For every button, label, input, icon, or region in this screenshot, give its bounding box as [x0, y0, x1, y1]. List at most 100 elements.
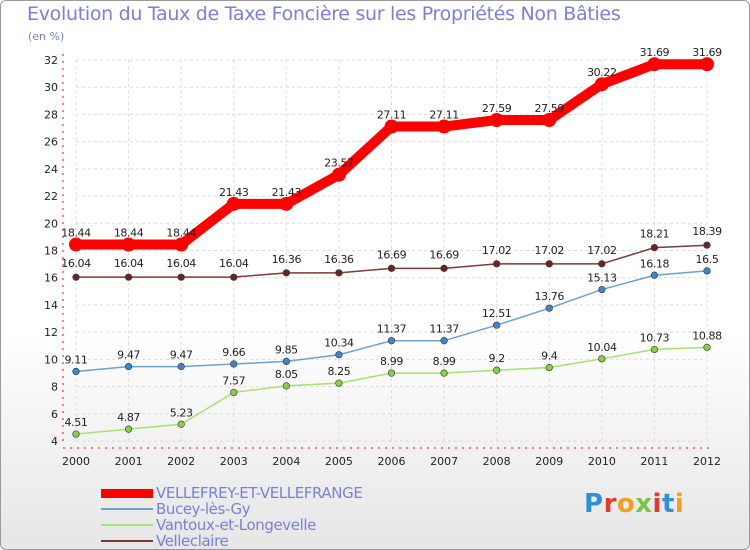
legend-item: VELLEFREY-ET-VELLEFRANGE — [101, 484, 431, 502]
data-point — [226, 196, 241, 211]
data-label: 5.23 — [170, 406, 193, 419]
data-point — [177, 362, 185, 371]
data-label: 11.37 — [377, 323, 407, 336]
data-point — [700, 57, 714, 72]
data-label: 9.4 — [541, 350, 558, 363]
data-point — [177, 420, 185, 428]
data-point — [72, 367, 80, 376]
data-point — [437, 119, 452, 134]
data-label: 8.99 — [433, 355, 456, 368]
legend-swatch — [101, 508, 153, 510]
data-point — [545, 363, 553, 372]
data-label: 16.04 — [166, 257, 196, 270]
legend-label: Velleclaire — [156, 532, 229, 550]
x-tick-label: 2006 — [378, 455, 406, 468]
data-label: 15.13 — [587, 272, 617, 285]
x-tick-label: 2009 — [535, 455, 563, 468]
data-point — [598, 285, 606, 294]
data-label: 31.69 — [640, 46, 670, 59]
data-label: 10.73 — [640, 331, 670, 344]
data-label: 16.36 — [272, 253, 302, 266]
data-label: 16.04 — [114, 257, 144, 270]
data-point — [598, 355, 606, 363]
data-label: 27.11 — [377, 109, 407, 122]
data-point — [174, 237, 189, 252]
data-point — [493, 260, 501, 268]
data-label: 8.05 — [275, 368, 298, 381]
data-label: 9.66 — [222, 346, 245, 359]
data-label: 9.11 — [65, 353, 88, 366]
y-tick-label: 6 — [51, 408, 58, 421]
data-label: 9.47 — [117, 349, 140, 362]
data-point — [387, 337, 396, 345]
data-label: 27.11 — [429, 109, 459, 122]
data-point — [331, 167, 346, 182]
data-label: 18.44 — [61, 227, 91, 240]
data-label: 21.43 — [219, 186, 249, 199]
data-point — [282, 269, 290, 277]
data-label: 16.69 — [429, 248, 459, 261]
y-tick-label: 26 — [44, 136, 58, 149]
y-axis-unit-label: (en %) — [28, 30, 65, 43]
data-label: 31.69 — [692, 46, 722, 59]
data-point — [703, 343, 711, 351]
data-label: 7.57 — [222, 374, 245, 387]
legend-item: Bucey-lès-Gy — [101, 500, 431, 518]
data-point — [282, 357, 290, 365]
data-point — [124, 273, 133, 281]
x-tick-label: 2007 — [430, 455, 458, 468]
x-tick-label: 2004 — [272, 455, 300, 468]
data-point — [282, 382, 290, 390]
y-tick-label: 14 — [44, 299, 58, 312]
data-point — [545, 304, 553, 312]
legend-swatch — [101, 524, 153, 526]
data-point — [440, 337, 448, 345]
y-tick-label: 4 — [51, 435, 58, 448]
data-point — [384, 119, 399, 134]
data-label: 4.87 — [117, 411, 140, 424]
data-label: 4.51 — [65, 416, 88, 429]
data-label: 9.85 — [275, 343, 298, 356]
data-point — [650, 244, 659, 252]
data-label: 16.04 — [61, 257, 91, 270]
data-label: 12.51 — [482, 307, 512, 320]
data-point — [230, 388, 238, 397]
y-tick-label: 20 — [44, 217, 58, 230]
x-tick-label: 2001 — [115, 455, 143, 468]
data-label: 9.2 — [489, 352, 505, 365]
data-point — [279, 196, 294, 211]
data-label: 10.34 — [324, 337, 354, 350]
x-tick-label: 2005 — [325, 455, 353, 468]
x-tick-label: 2011 — [640, 455, 668, 468]
data-point — [69, 237, 83, 252]
y-tick-label: 22 — [44, 190, 58, 203]
data-label: 27.59 — [482, 102, 512, 115]
data-point — [230, 360, 238, 368]
legend-label: Bucey-lès-Gy — [156, 500, 251, 518]
data-point — [650, 271, 659, 279]
data-label: 16.36 — [324, 253, 354, 266]
data-label: 13.76 — [535, 290, 565, 303]
data-label: 30.22 — [587, 66, 617, 79]
data-label: 17.02 — [482, 244, 512, 257]
data-label: 8.99 — [380, 355, 403, 368]
data-point — [72, 273, 80, 281]
y-tick-label: 8 — [51, 381, 58, 394]
data-label: 18.44 — [166, 227, 196, 240]
data-label: 11.37 — [429, 323, 459, 336]
y-tick-label: 30 — [44, 81, 58, 94]
data-point — [703, 241, 711, 249]
data-point — [647, 57, 662, 72]
data-label: 18.21 — [640, 228, 670, 241]
data-point — [387, 264, 396, 272]
data-label: 17.02 — [535, 244, 565, 257]
data-point — [230, 273, 238, 281]
y-tick-label: 16 — [44, 272, 58, 285]
x-tick-label: 2010 — [588, 455, 616, 468]
legend-swatch — [101, 489, 153, 498]
data-label: 23.57 — [324, 157, 354, 170]
y-tick-label: 10 — [44, 353, 58, 366]
data-label: 21.43 — [272, 186, 302, 199]
data-point — [335, 379, 343, 387]
